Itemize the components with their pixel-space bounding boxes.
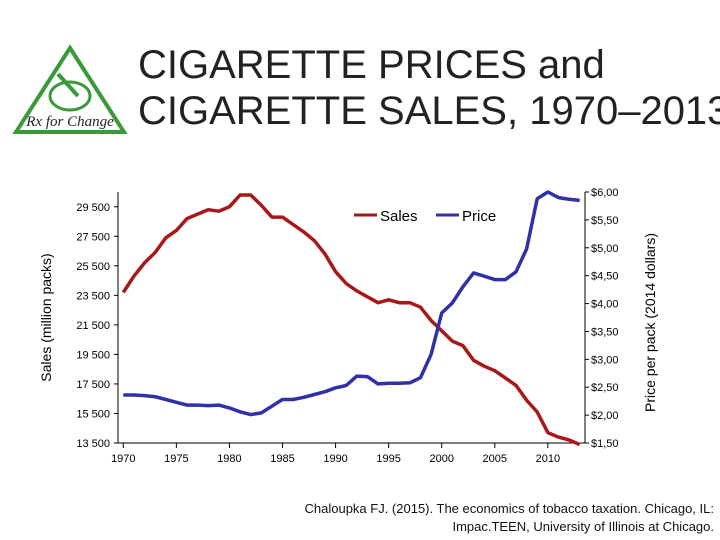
- right-tick-label: $4,50: [591, 271, 619, 283]
- mortar-pestle-icon: [48, 80, 92, 112]
- right-tick-label: $2,50: [591, 382, 619, 394]
- x-tick-label: 2010: [536, 453, 560, 465]
- x-tick-label: 1985: [270, 453, 294, 465]
- rx-for-change-logo: Rx for Change: [10, 44, 130, 136]
- x-tick-label: 1980: [217, 453, 241, 465]
- logo-triangle: [12, 44, 128, 134]
- right-tick-label: $2,00: [591, 410, 619, 422]
- right-axis-title: Price per pack (2014 dollars): [642, 233, 658, 412]
- right-tick-label: $1,50: [591, 438, 619, 450]
- x-tick-label: 1975: [164, 453, 188, 465]
- x-tick-label: 1995: [376, 453, 400, 465]
- citation-line-1: Chaloupka FJ. (2015). The economics of t…: [304, 501, 715, 516]
- left-axis-title: Sales (million packs): [38, 253, 54, 381]
- title-line-1: CIGARETTE PRICES and: [138, 43, 605, 87]
- left-tick-label: 19 500: [76, 349, 110, 361]
- left-tick-label: 15 500: [76, 408, 110, 420]
- right-tick-label: $5,00: [591, 243, 619, 255]
- x-tick-label: 1970: [111, 453, 135, 465]
- left-tick-label: 25 500: [76, 261, 110, 273]
- x-tick-label: 1990: [323, 453, 347, 465]
- left-tick-label: 29 500: [76, 202, 110, 214]
- right-tick-label: $6,00: [591, 187, 619, 199]
- page-title: CIGARETTE PRICES and CIGARETTE SALES, 19…: [138, 42, 720, 134]
- legend-price-label: Price: [462, 208, 496, 225]
- right-tick-label: $4,00: [591, 299, 619, 311]
- right-tick-label: $3,00: [591, 354, 619, 366]
- citation-line-2: Impac.TEEN, University of Illinois at Ch…: [452, 519, 714, 534]
- left-tick-label: 17 500: [76, 379, 110, 391]
- left-tick-label: 23 500: [76, 290, 110, 302]
- x-tick-label: 2005: [483, 453, 507, 465]
- x-tick-label: 2000: [429, 453, 453, 465]
- left-tick-label: 21 500: [76, 320, 110, 332]
- right-tick-label: $3,50: [591, 326, 619, 338]
- price-series-line: [123, 190, 580, 417]
- sales-series-line: [121, 193, 581, 447]
- citation: Chaloupka FJ. (2015). The economics of t…: [234, 500, 715, 536]
- title-line-2: CIGARETTE SALES, 1970–2013: [138, 89, 720, 133]
- left-tick-label: 13 500: [76, 438, 110, 450]
- right-tick-label: $5,50: [591, 215, 619, 227]
- legend-sales-label: Sales: [380, 208, 418, 225]
- left-tick-label: 27 500: [76, 231, 110, 243]
- logo-text: Rx for Change: [25, 114, 114, 130]
